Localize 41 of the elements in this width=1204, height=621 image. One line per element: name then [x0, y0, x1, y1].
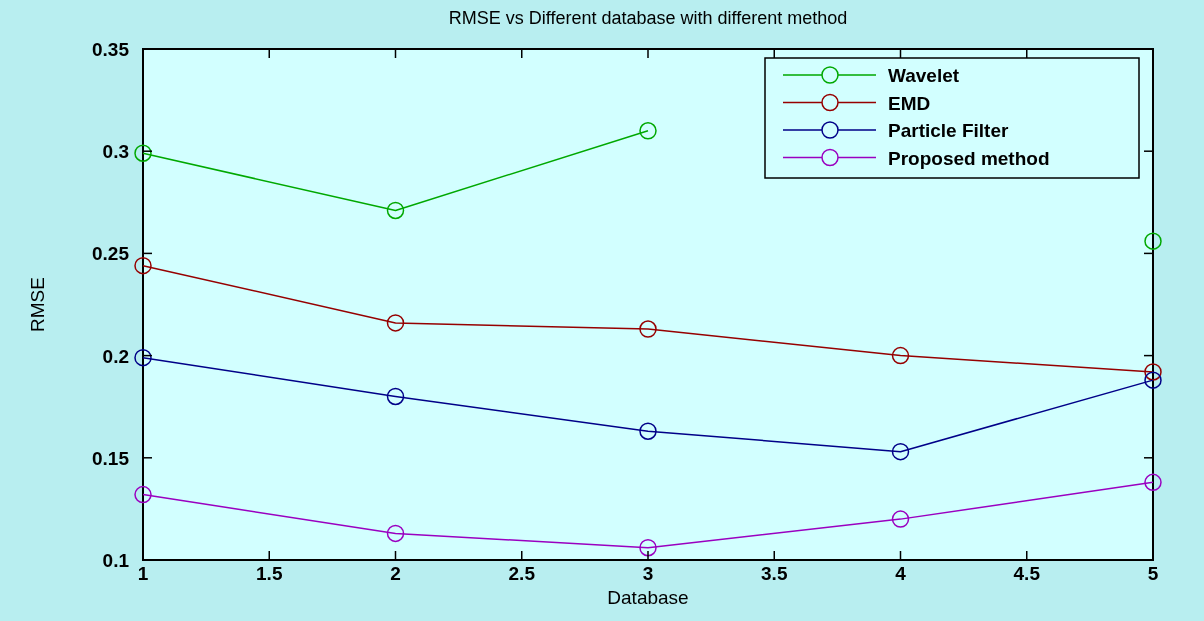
y-tick-label: 0.35	[92, 39, 130, 60]
point	[134, 256, 152, 275]
legend-label: Particle Filter	[888, 120, 1009, 141]
point	[386, 201, 405, 220]
point	[1144, 232, 1162, 250]
point	[134, 348, 152, 367]
x-tick-label: 4.5	[1013, 563, 1041, 584]
point	[386, 524, 405, 543]
point	[386, 387, 405, 406]
x-tick-label: 2.5	[508, 563, 536, 584]
y-tick-label: 0.1	[102, 550, 130, 571]
point	[134, 144, 152, 162]
x-tick-label: 3	[642, 563, 654, 584]
x-tick-label: 4	[895, 563, 907, 584]
point	[891, 442, 910, 461]
point	[639, 422, 657, 440]
point	[639, 539, 657, 557]
y-tick-label: 0.15	[92, 447, 130, 469]
point	[639, 122, 657, 140]
x-axis-title: Database	[607, 587, 689, 608]
legend-label: Proposed method	[888, 147, 1050, 169]
y-tick-label: 0.25	[92, 243, 130, 265]
y-tick-label: 0.2	[102, 345, 129, 367]
x-tick-label: 3.5	[761, 563, 788, 584]
point	[134, 485, 152, 504]
x-tick-label: 2	[390, 563, 401, 584]
point	[1144, 363, 1162, 381]
legend-label: EMD	[888, 92, 931, 114]
x-tick-label: 1	[137, 563, 149, 584]
point	[1144, 473, 1162, 492]
point	[1144, 371, 1162, 389]
point	[386, 314, 405, 332]
chart-title: RMSE vs Different database with different method	[448, 8, 848, 28]
x-tick-label: 1.5	[256, 563, 283, 584]
point	[639, 320, 657, 338]
point	[891, 346, 910, 365]
point	[891, 510, 910, 528]
x-tick-label: 5	[1147, 563, 1159, 584]
y-axis-title: RMSE	[27, 277, 48, 332]
y-tick-label: 0.3	[102, 141, 129, 163]
legend-label: Wavelet	[888, 65, 960, 86]
